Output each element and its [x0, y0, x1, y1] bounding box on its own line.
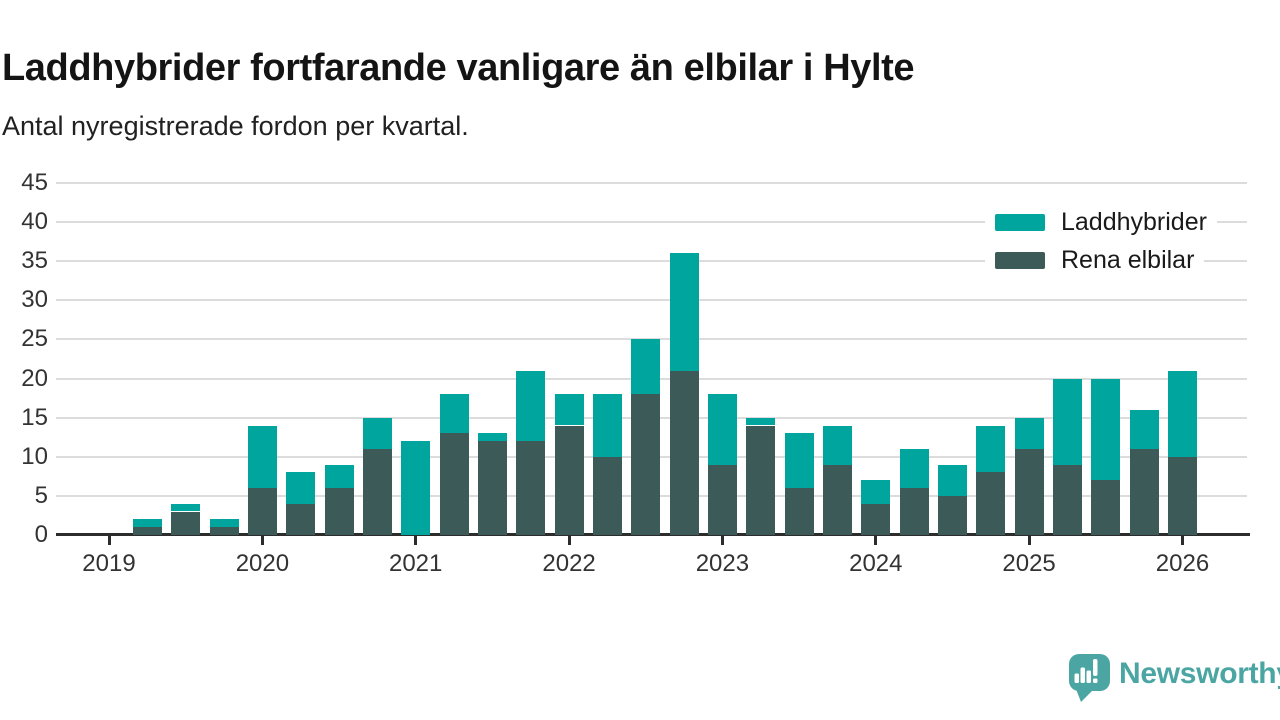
bar-segment-rena-elbilar-2021-K3: [477, 441, 507, 535]
legend-label-rena-elbilar: Rena elbilar: [1061, 246, 1195, 274]
bar-segment-rena-elbilar-2022-K4: [669, 370, 699, 535]
bar-segment-laddhybrider-2019-K2: [132, 519, 162, 528]
x-axis-tick-2026: [1181, 536, 1184, 545]
bar-segment-laddhybrider-2024-K3: [937, 464, 967, 496]
bar-segment-laddhybrider-2025-K4: [1129, 409, 1159, 449]
bar-segment-rena-elbilar-2020-K3: [324, 488, 354, 535]
legend-item-laddhybrider: Laddhybrider: [985, 204, 1217, 241]
bar-segment-laddhybrider-2019-K3: [171, 503, 201, 512]
x-tick-label-2021: 2021: [388, 550, 443, 577]
bar-segment-laddhybrider-2020-K2: [286, 472, 316, 504]
bar-segment-rena-elbilar-2019-K3: [171, 511, 201, 535]
bar-segment-rena-elbilar-2019-K4: [209, 527, 239, 535]
bar-segment-laddhybrider-2023-K1: [707, 394, 737, 465]
bar-segment-laddhybrider-2021-K3: [477, 433, 507, 442]
bar-segment-laddhybrider-2024-K4: [976, 425, 1006, 473]
bar-segment-laddhybrider-2023-K4: [822, 425, 852, 465]
bar-segment-laddhybrider-2020-K3: [324, 464, 354, 489]
x-axis-tick-2025: [1027, 536, 1031, 545]
bar-segment-rena-elbilar-2024-K3: [937, 495, 967, 535]
x-axis-tick-2020: [260, 536, 264, 545]
gridline: [56, 260, 1247, 263]
bar-segment-laddhybrider-2021-K4: [516, 370, 546, 442]
y-tick-label: 0: [34, 521, 48, 548]
y-tick-label: 30: [21, 286, 48, 314]
legend-item-rena-elbilar: Rena elbilar: [985, 242, 1205, 279]
bar-segment-rena-elbilar-2023-K2: [746, 425, 776, 535]
legend-swatch-laddhybrider: [995, 214, 1045, 231]
bar-segment-laddhybrider-2022-K1: [554, 394, 584, 426]
x-tick-label-2024: 2024: [849, 550, 903, 577]
bar-segment-laddhybrider-2019-K4: [209, 519, 239, 528]
bar-segment-laddhybrider-2023-K2: [746, 417, 776, 426]
bar-segment-laddhybrider-2024-K2: [899, 449, 929, 489]
x-tick-label-2023: 2023: [695, 550, 750, 577]
page-title: Laddhybrider fortfarande vanligare än el…: [2, 47, 915, 90]
x-tick-label-2026: 2026: [1155, 550, 1210, 577]
bar-segment-rena-elbilar-2021-K4: [516, 441, 546, 535]
legend-swatch-rena-elbilar: [995, 252, 1045, 269]
bar-segment-rena-elbilar-2023-K1: [707, 464, 737, 535]
bar-segment-rena-elbilar-2022-K1: [554, 425, 584, 535]
bar-segment-rena-elbilar-2020-K1: [247, 488, 277, 535]
y-tick-label: 25: [21, 325, 48, 353]
gridline: [56, 182, 1247, 184]
x-axis-tick-2021: [414, 536, 418, 545]
newsworthy-logo-icon: [1069, 654, 1110, 702]
bar-segment-rena-elbilar-2025-K2: [1053, 464, 1082, 535]
bar-segment-laddhybrider-2025-K3: [1091, 378, 1121, 481]
x-axis-tick-2024: [874, 536, 878, 545]
bar-segment-rena-elbilar-2024-K4: [976, 472, 1006, 535]
bar-segment-laddhybrider-2020-K4: [362, 417, 392, 449]
bar-segment-rena-elbilar-2025-K4: [1129, 449, 1159, 535]
bar-segment-laddhybrider-2023-K3: [784, 433, 814, 489]
bar-segment-rena-elbilar-2022-K3: [631, 394, 661, 535]
x-tick-label-2020: 2020: [235, 550, 290, 577]
bar-segment-rena-elbilar-2019-K2: [132, 527, 162, 535]
bar-segment-laddhybrider-2026-K1: [1168, 370, 1197, 457]
bar-segment-rena-elbilar-2024-K1: [861, 503, 891, 535]
bar-segment-rena-elbilar-2025-K3: [1091, 480, 1121, 535]
bar-segment-laddhybrider-2024-K1: [861, 480, 891, 504]
x-axis-tick-2022: [567, 536, 571, 545]
bar-segment-laddhybrider-2022-K3: [631, 339, 661, 395]
bar-segment-laddhybrider-2020-K1: [247, 425, 277, 489]
newsworthy-logo-text: Newsworthy: [1119, 657, 1280, 690]
y-tick-label: 35: [21, 247, 48, 275]
bar-segment-laddhybrider-2025-K2: [1053, 378, 1082, 465]
y-tick-label: 15: [21, 403, 48, 431]
gridline: [56, 221, 1247, 224]
bar-segment-rena-elbilar-2024-K2: [899, 488, 929, 535]
bar-segment-laddhybrider-2022-K2: [592, 394, 622, 457]
chart-subtitle: Antal nyregistrerade fordon per kvartal.: [2, 111, 469, 141]
y-tick-label: 40: [21, 208, 48, 236]
y-tick-label: 5: [34, 481, 48, 509]
bar-segment-rena-elbilar-2025-K1: [1014, 449, 1044, 535]
bar-segment-rena-elbilar-2021-K2: [439, 433, 469, 535]
x-tick-label-2019: 2019: [82, 550, 136, 577]
y-tick-label: 45: [21, 169, 48, 196]
legend-label-laddhybrider: Laddhybrider: [1061, 208, 1207, 236]
y-tick-label: 10: [21, 442, 48, 470]
bar-segment-rena-elbilar-2023-K3: [784, 488, 814, 535]
y-tick-label: 20: [21, 364, 48, 392]
bar-segment-laddhybrider-2022-K4: [669, 253, 699, 371]
x-axis-tick-2023: [720, 536, 724, 545]
bar-segment-rena-elbilar-2022-K2: [592, 456, 622, 535]
bar-segment-rena-elbilar-2023-K4: [822, 464, 852, 535]
x-tick-label-2025: 2025: [1002, 550, 1056, 577]
bar-segment-laddhybrider-2021-K2: [439, 394, 469, 434]
x-axis-tick-2019: [107, 536, 111, 545]
gridline: [56, 299, 1247, 302]
bar-segment-rena-elbilar-2020-K4: [362, 449, 392, 535]
bar-segment-rena-elbilar-2026-K1: [1168, 456, 1197, 535]
x-tick-label-2022: 2022: [542, 550, 596, 577]
bar-segment-laddhybrider-2021-K1: [401, 441, 431, 535]
bar-segment-rena-elbilar-2020-K2: [286, 503, 316, 535]
bar-segment-laddhybrider-2025-K1: [1014, 417, 1044, 449]
